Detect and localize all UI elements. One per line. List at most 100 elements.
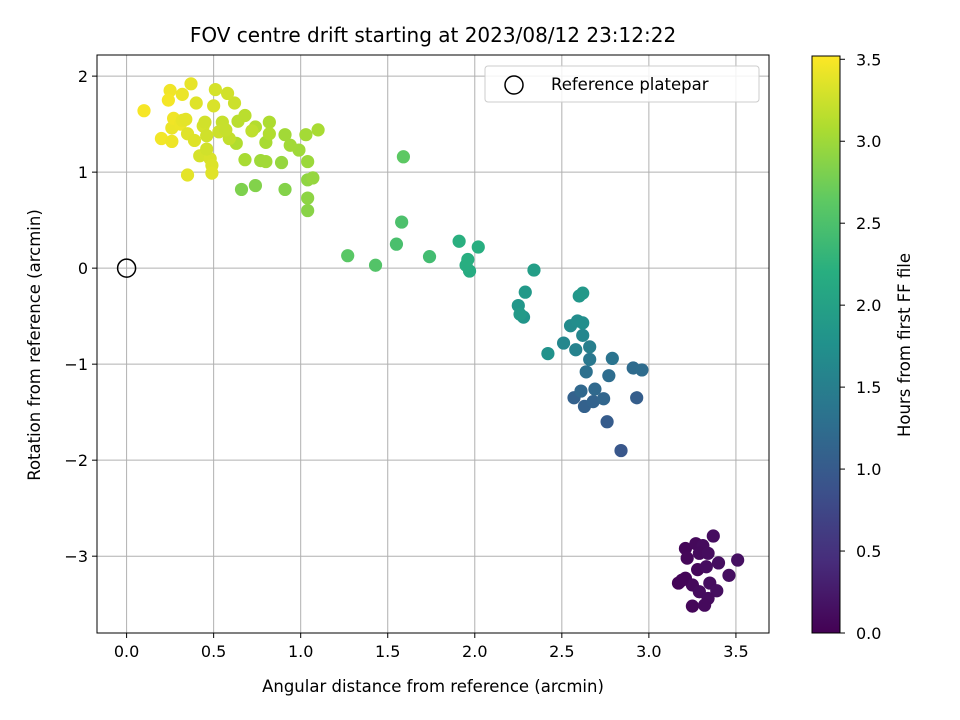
chart-title: FOV centre drift starting at 2023/08/12 … bbox=[190, 23, 676, 47]
y-tick-label: −3 bbox=[64, 547, 88, 566]
data-point bbox=[227, 96, 242, 110]
data-point bbox=[452, 234, 466, 248]
colorbar-tick-label: 0.5 bbox=[856, 542, 881, 561]
data-point bbox=[583, 352, 597, 366]
data-point bbox=[556, 336, 571, 350]
data-point bbox=[576, 316, 590, 330]
data-point bbox=[262, 115, 276, 129]
data-point bbox=[722, 568, 736, 582]
x-tick-label: 2.5 bbox=[549, 642, 574, 661]
data-point bbox=[389, 237, 404, 251]
colorbar-gradient bbox=[812, 56, 840, 633]
data-point bbox=[208, 82, 222, 97]
data-point bbox=[207, 99, 221, 113]
data-point bbox=[635, 363, 649, 377]
data-point bbox=[262, 127, 276, 141]
data-point bbox=[630, 391, 644, 405]
y-tick-label: 1 bbox=[78, 163, 88, 182]
data-point bbox=[461, 252, 475, 267]
data-point bbox=[238, 153, 252, 167]
data-point bbox=[680, 551, 694, 565]
colorbar-tick-label: 3.5 bbox=[856, 50, 881, 69]
legend-box bbox=[484, 65, 760, 103]
data-points bbox=[137, 77, 745, 613]
data-point bbox=[180, 168, 195, 182]
data-point bbox=[576, 286, 590, 300]
y-tick-label: −1 bbox=[64, 355, 88, 374]
data-point bbox=[422, 250, 437, 264]
plot-frame bbox=[96, 54, 770, 634]
data-point bbox=[200, 142, 214, 156]
colorbar-tick-label: 1.0 bbox=[856, 460, 881, 479]
x-tick-label: 0.5 bbox=[201, 642, 226, 661]
data-point bbox=[395, 215, 409, 229]
data-point bbox=[602, 369, 616, 383]
data-point bbox=[259, 154, 273, 169]
data-point bbox=[175, 87, 189, 101]
reference-marker bbox=[116, 258, 137, 278]
data-point bbox=[198, 115, 212, 129]
data-point bbox=[600, 415, 614, 429]
data-point bbox=[541, 347, 555, 361]
y-tick-label: −2 bbox=[64, 451, 88, 470]
data-point bbox=[513, 307, 527, 321]
data-point bbox=[137, 104, 151, 118]
x-axis-ticks: 0.0 0.5 1.0 1.5 2.0 2.5 3.0 3.5 bbox=[114, 633, 749, 661]
data-point bbox=[231, 114, 245, 128]
data-point bbox=[586, 395, 600, 409]
data-point bbox=[569, 343, 583, 357]
x-axis-label: Angular distance from reference (arcmin) bbox=[262, 677, 604, 696]
legend-label: Reference platepar bbox=[551, 75, 709, 94]
data-point bbox=[278, 182, 292, 197]
data-point bbox=[605, 351, 619, 366]
data-point bbox=[205, 166, 219, 180]
data-point bbox=[697, 598, 712, 612]
data-point bbox=[583, 340, 597, 354]
data-point bbox=[574, 384, 588, 398]
x-tick-label: 0.0 bbox=[114, 642, 139, 661]
data-point bbox=[588, 382, 602, 396]
colorbar: 0.0 0.5 1.0 1.5 2.0 2.5 3.0 3.5 Hours from firs… bbox=[811, 50, 914, 643]
data-point bbox=[187, 133, 202, 148]
data-point bbox=[731, 553, 745, 567]
data-point bbox=[161, 93, 175, 107]
data-point bbox=[234, 182, 249, 197]
y-tick-label: 0 bbox=[78, 259, 88, 278]
data-point bbox=[283, 138, 297, 152]
data-point bbox=[274, 155, 289, 170]
data-point bbox=[219, 123, 233, 137]
colorbar-ticks: 0.0 0.5 1.0 1.5 2.0 2.5 3.0 3.5 bbox=[840, 50, 881, 643]
colorbar-tick-label: 2.5 bbox=[856, 214, 881, 233]
colorbar-label: Hours from first FF file bbox=[895, 253, 914, 437]
y-tick-label: 2 bbox=[78, 67, 88, 86]
data-point bbox=[299, 128, 313, 142]
data-point bbox=[341, 249, 355, 263]
data-point bbox=[711, 556, 726, 570]
data-point bbox=[311, 123, 325, 137]
data-point bbox=[471, 240, 485, 254]
data-point bbox=[518, 285, 532, 299]
data-point bbox=[396, 150, 411, 164]
data-point bbox=[301, 203, 315, 218]
data-point bbox=[710, 584, 724, 598]
data-point bbox=[579, 365, 593, 379]
x-tick-label: 1.5 bbox=[375, 642, 400, 661]
data-point bbox=[189, 96, 203, 110]
data-point bbox=[154, 131, 169, 146]
data-point bbox=[368, 258, 383, 272]
data-point bbox=[576, 328, 590, 342]
data-point bbox=[706, 529, 720, 543]
legend: Reference platepar bbox=[484, 65, 760, 103]
x-tick-label: 3.0 bbox=[636, 642, 661, 661]
data-point bbox=[301, 154, 315, 169]
data-point bbox=[220, 86, 235, 101]
x-tick-label: 3.5 bbox=[723, 642, 748, 661]
data-point bbox=[301, 191, 315, 205]
data-point bbox=[614, 443, 628, 458]
data-point bbox=[278, 128, 292, 142]
colorbar-tick-label: 1.5 bbox=[856, 378, 881, 397]
data-point bbox=[306, 171, 320, 185]
data-point bbox=[685, 599, 699, 613]
